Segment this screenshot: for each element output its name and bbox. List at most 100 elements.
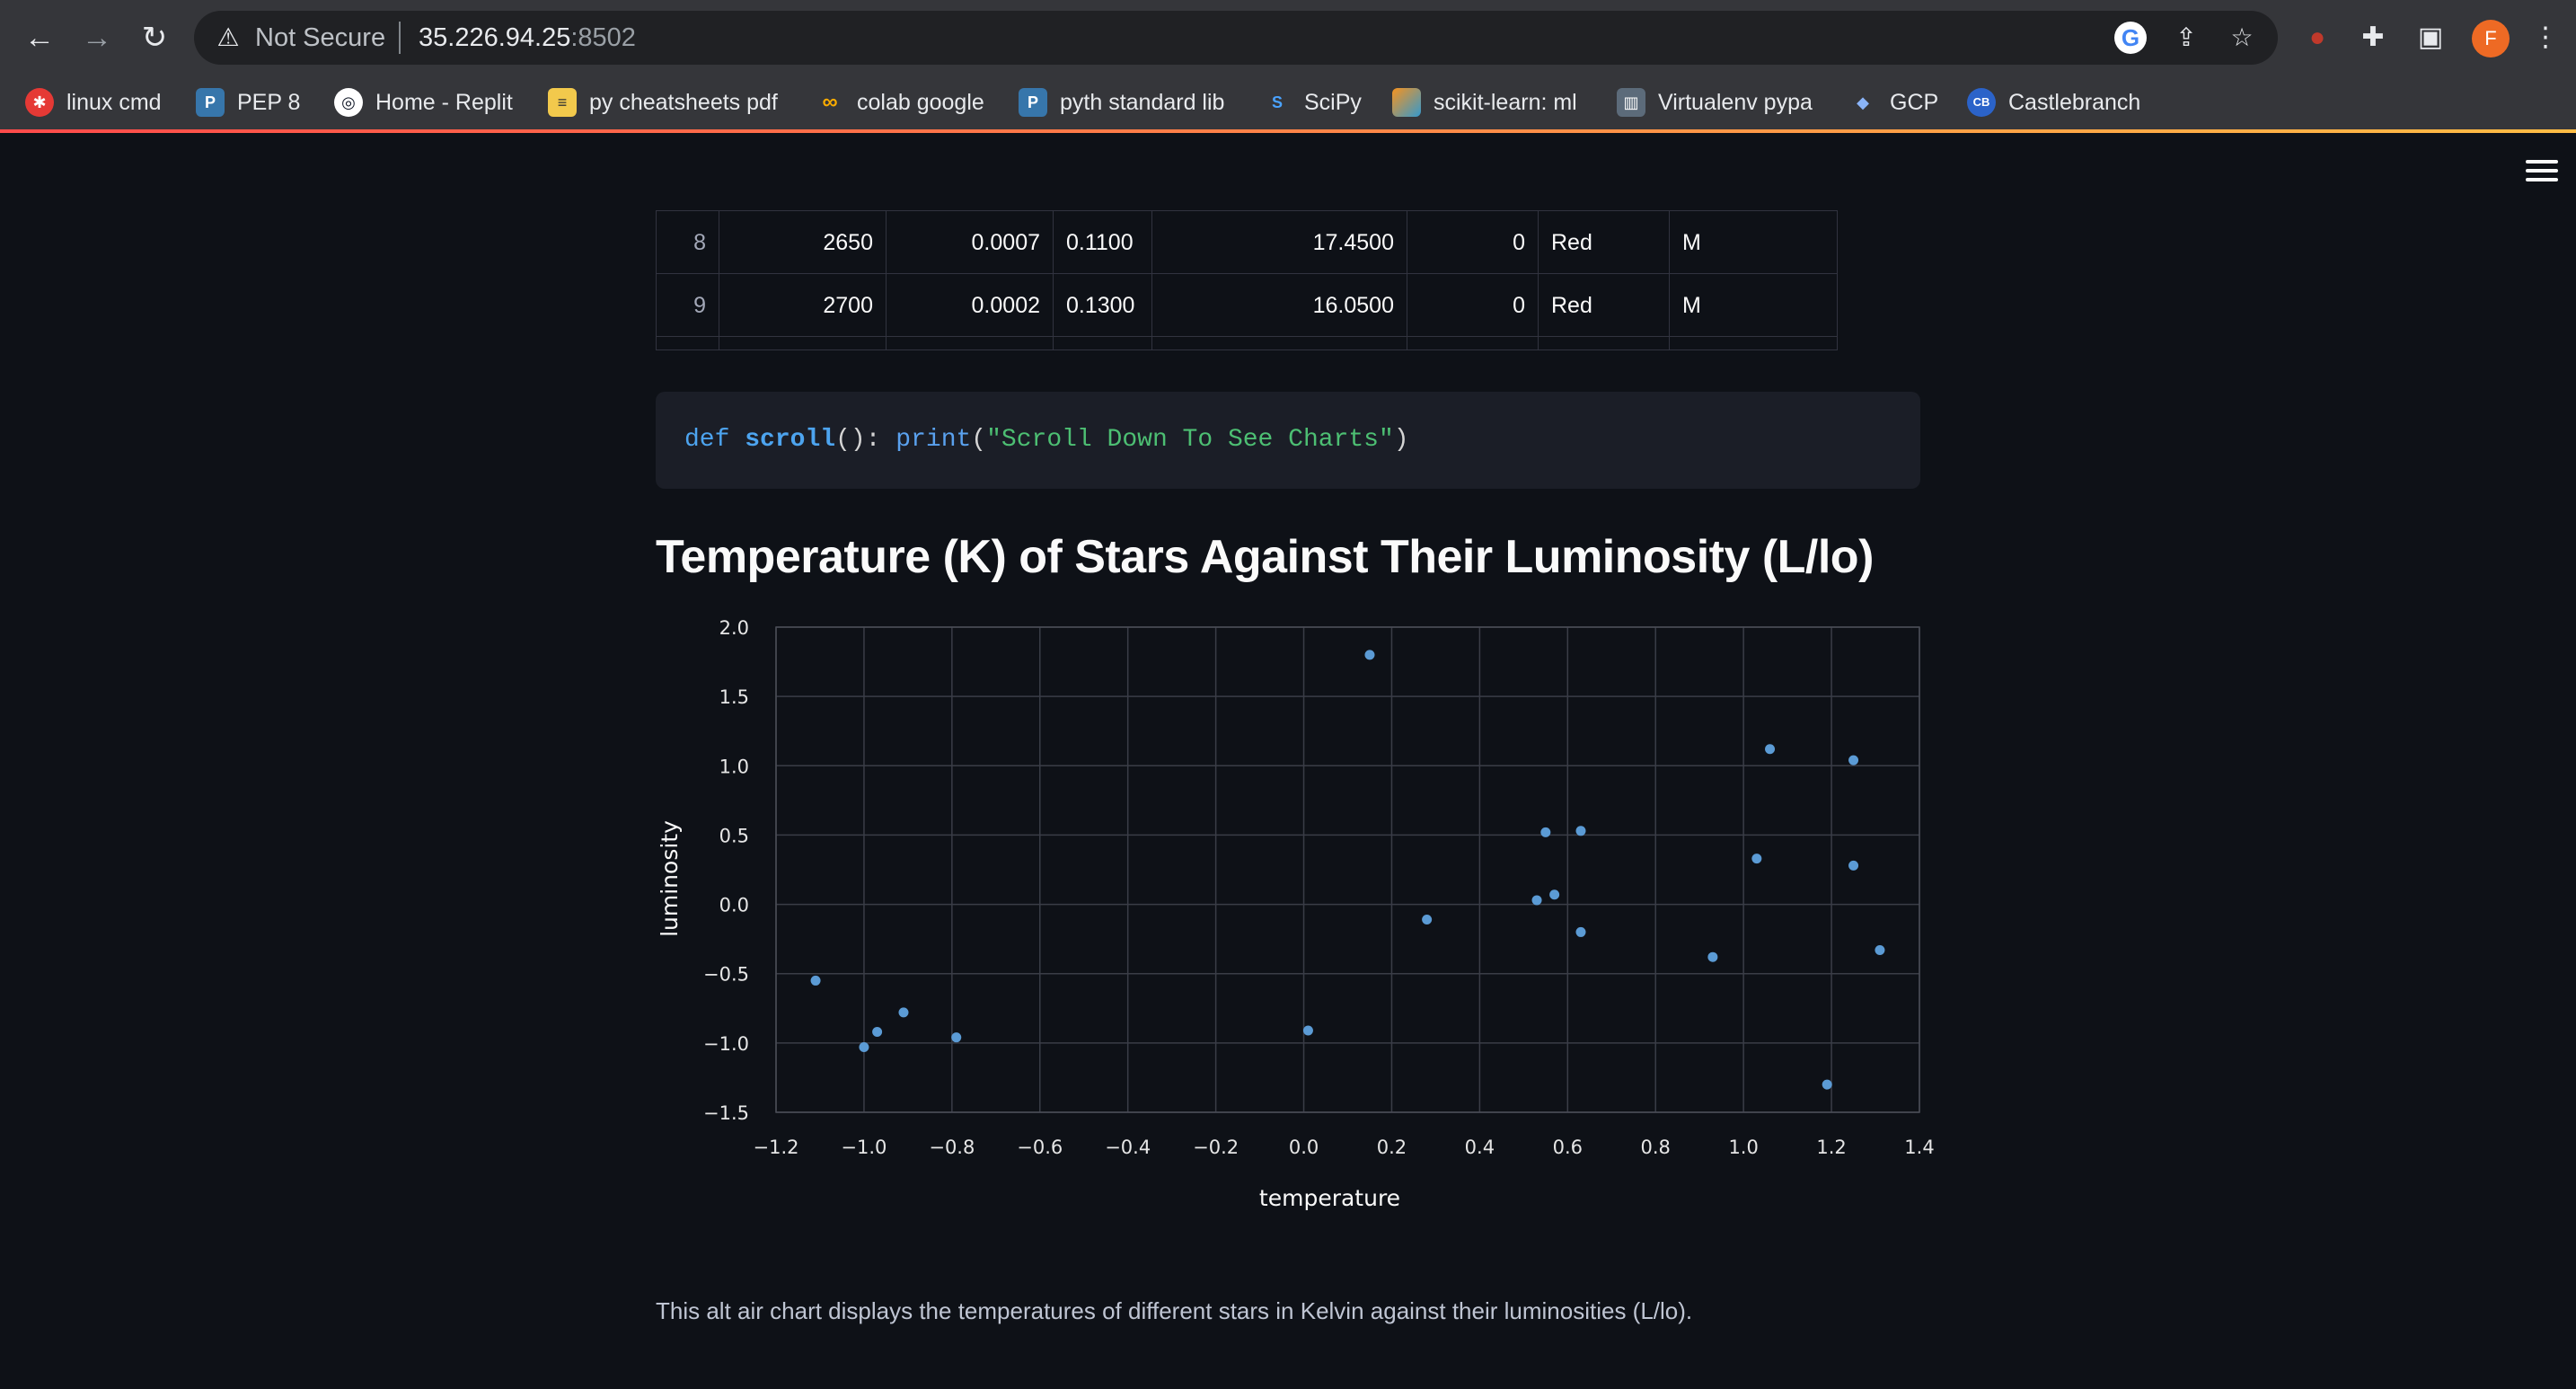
data-point: [1848, 755, 1859, 765]
data-point: [1707, 951, 1718, 962]
code-function-name: scroll: [745, 426, 836, 454]
x-tick-label: 0.0: [1289, 1137, 1319, 1158]
chart-caption: This alt air chart displays the temperat…: [656, 1297, 1693, 1324]
profile-avatar[interactable]: F: [2472, 20, 2510, 58]
extensions-puzzle-icon[interactable]: ✚: [2361, 22, 2385, 52]
linux-cmd-favicon: ✱: [25, 88, 54, 117]
side-panel-icon[interactable]: ▣: [2417, 22, 2444, 52]
data-point: [1575, 926, 1586, 937]
dataframe-table[interactable]: 8 2650 0.0007 0.1100 17.4500 0 Red M 9 2…: [656, 210, 1838, 350]
x-tick-label: 1.0: [1728, 1137, 1758, 1158]
extension-icon[interactable]: ●: [2308, 22, 2326, 52]
app-decoration-bar: [0, 129, 2576, 133]
y-tick-label: 2.0: [719, 617, 749, 639]
bookmark-linux-cmd[interactable]: ✱ linux cmd: [25, 84, 162, 120]
row-cell-empty: [1407, 337, 1539, 349]
bookmark-star-icon[interactable]: ☆: [2230, 23, 2254, 51]
virtualenv-favicon: ▥: [1617, 88, 1645, 117]
y-tick-label: 1.0: [719, 756, 749, 777]
scatter-chart[interactable]: −1.2 −1.0 −0.8 −0.6 −0.4 −0.2 0.0 0.2 0.4 0.6 0.8 1…: [647, 611, 1940, 1222]
row-cell-empty: [657, 337, 719, 349]
more-menu-icon[interactable]: ⋮: [2532, 22, 2559, 52]
bookmark-gcp[interactable]: ◆ GCP: [1848, 84, 1938, 120]
row-cell-empty: [887, 337, 1054, 349]
code-block[interactable]: def scroll(): print("Scroll Down To See …: [656, 392, 1920, 489]
bookmark-label: SciPy: [1304, 89, 1362, 115]
address-bar[interactable]: ⚠ Not Secure 35.226.94.25:8502 G ⇪ ☆: [194, 11, 2278, 65]
cell-color: Red: [1539, 211, 1670, 274]
bookmark-pep8[interactable]: P PEP 8: [196, 84, 300, 120]
share-icon[interactable]: ⇪: [2175, 23, 2197, 51]
cell-magnitude: 17.4500: [1152, 211, 1407, 274]
data-point: [1875, 944, 1885, 955]
scipy-favicon: S: [1271, 93, 1283, 111]
x-tick-label: 0.6: [1553, 1137, 1583, 1158]
scikit-learn-favicon: [1392, 88, 1421, 117]
data-point: [1822, 1079, 1832, 1090]
x-tick-label: −0.2: [1193, 1137, 1239, 1158]
cheatsheet-favicon: ≡: [548, 88, 577, 117]
bookmark-label: colab google: [857, 89, 984, 115]
y-tick-label: −0.5: [703, 964, 749, 986]
cell-color: Red: [1539, 274, 1670, 337]
bookmarks-bar: ✱ linux cmd P PEP 8 ◎ Home - Replit ≡ py che…: [0, 75, 2576, 129]
google-lens-icon[interactable]: G: [2114, 22, 2147, 54]
bookmark-label: linux cmd: [66, 89, 162, 115]
y-tick-label: 0.0: [719, 895, 749, 916]
bookmark-scipy[interactable]: S SciPy: [1263, 84, 1362, 120]
data-point: [1364, 650, 1375, 660]
data-point: [898, 1007, 909, 1018]
data-point: [1765, 744, 1776, 755]
data-point: [1751, 854, 1762, 864]
cell-type: 0: [1407, 211, 1539, 274]
data-point: [810, 975, 821, 986]
bookmark-virtualenv[interactable]: ▥ Virtualenv pypa: [1617, 84, 1813, 120]
cell-radius: 0.1300: [1054, 274, 1152, 337]
reload-icon[interactable]: ↻: [141, 21, 168, 55]
gcp-favicon: ◆: [1857, 93, 1869, 111]
bookmark-castlebranch[interactable]: CB Castlebranch: [1967, 84, 2140, 120]
code-keyword: def: [684, 426, 730, 454]
replit-favicon: ◎: [334, 88, 363, 117]
bookmark-label: PEP 8: [237, 89, 301, 115]
data-point: [872, 1027, 883, 1038]
x-tick-label: 1.4: [1904, 1137, 1934, 1158]
y-tick-label: 0.5: [719, 825, 749, 846]
data-point: [1531, 895, 1542, 906]
row-cell-empty: [1152, 337, 1407, 349]
y-tick-label: 1.5: [719, 686, 749, 708]
back-arrow-icon[interactable]: ←: [24, 21, 55, 55]
code-paren-close: ): [1393, 426, 1409, 454]
forward-arrow-icon[interactable]: →: [82, 21, 112, 55]
bookmark-replit[interactable]: ◎ Home - Replit: [334, 84, 513, 120]
y-tick-label: −1.0: [703, 1033, 749, 1055]
bookmark-scikit-learn[interactable]: scikit-learn: ml: [1392, 84, 1577, 120]
row-index: 8: [657, 211, 719, 274]
x-tick-label: −1.0: [841, 1137, 887, 1158]
row-cell-empty: [1054, 337, 1152, 349]
table-row: 8 2650 0.0007 0.1100 17.4500 0 Red M: [657, 210, 1837, 274]
bookmark-label: GCP: [1890, 89, 1939, 115]
y-tick-label: −1.5: [703, 1102, 749, 1124]
data-point: [859, 1041, 869, 1052]
data-point: [951, 1032, 962, 1043]
data-point: [1549, 889, 1560, 900]
main-menu-icon[interactable]: [2526, 160, 2558, 185]
row-cell-empty: [719, 337, 887, 349]
row-index: 9: [657, 274, 719, 337]
bookmark-label: Home - Replit: [375, 89, 513, 115]
table-row-partial: [657, 336, 1837, 349]
data-point: [1540, 827, 1551, 837]
data-point: [1422, 915, 1433, 925]
bookmark-py-cheatsheets[interactable]: ≡ py cheatsheets pdf: [548, 84, 778, 120]
colab-favicon: ∞: [822, 90, 838, 114]
code-string: "Scroll Down To See Charts": [986, 426, 1394, 454]
x-tick-label: 0.4: [1465, 1137, 1495, 1158]
cell-luminosity: 0.0002: [887, 274, 1054, 337]
bookmark-label: scikit-learn: ml: [1434, 89, 1577, 115]
bookmark-label: pyth standard lib: [1060, 89, 1225, 115]
bookmark-colab[interactable]: ∞ colab google: [816, 84, 984, 120]
x-tick-label: −0.4: [1105, 1137, 1151, 1158]
python-favicon: P: [196, 88, 225, 117]
